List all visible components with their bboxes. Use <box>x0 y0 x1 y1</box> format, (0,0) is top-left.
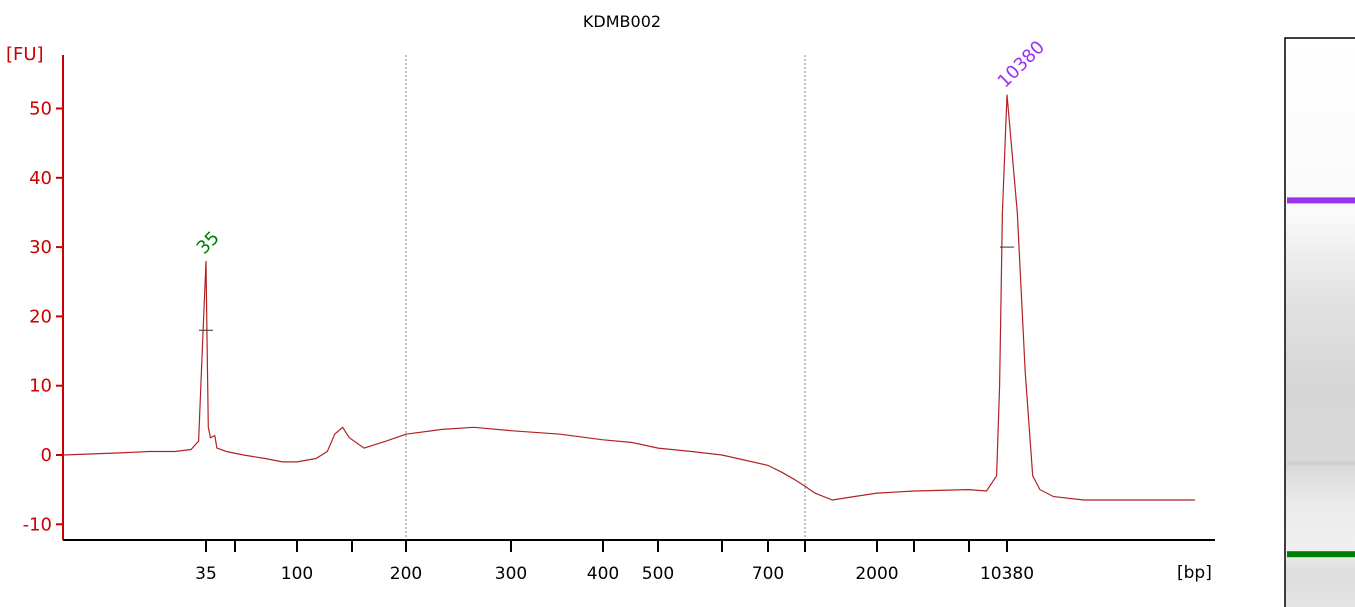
y-tick-label: 40 <box>29 168 52 189</box>
reference-lines <box>405 55 806 540</box>
gel-lane <box>1284 37 1355 607</box>
peak-labels: 35 10380 <box>193 37 1049 331</box>
x-tick-label: 300 <box>495 564 527 584</box>
y-ticks: -10 0 10 20 30 40 50 <box>23 99 63 535</box>
x-tick-label: 100 <box>281 564 313 584</box>
y-tick-label: -10 <box>23 514 52 535</box>
y-tick-label: 50 <box>29 99 52 120</box>
x-ticks: 35 100 200 300 400 500 700 2000 10380 <box>195 540 1034 584</box>
x-tick-label: 200 <box>390 564 422 584</box>
y-tick-label: 0 <box>41 445 52 466</box>
x-tick-label: 10380 <box>980 564 1034 584</box>
gel-upper-marker-band <box>1287 197 1355 204</box>
gel-band <box>1287 461 1355 466</box>
x-tick-label: 2000 <box>855 564 898 584</box>
peak-label: 35 <box>193 227 224 258</box>
x-tick-label: 35 <box>195 564 217 584</box>
series-line <box>62 94 1195 501</box>
x-axis-label: [bp] <box>1177 563 1212 583</box>
x-tick-label: 400 <box>587 564 619 584</box>
gel-frame <box>1284 37 1355 607</box>
chart-title: KDMB002 <box>583 12 661 31</box>
axes <box>62 55 1215 541</box>
y-tick-label: 10 <box>29 376 52 397</box>
y-tick-label: 20 <box>29 306 52 327</box>
y-axis-label: [FU] <box>6 44 44 65</box>
trace <box>62 94 1195 501</box>
peak-label: 10380 <box>994 37 1049 92</box>
gel-lower-marker-band <box>1287 551 1355 558</box>
x-tick-label: 500 <box>642 564 674 584</box>
y-tick-label: 30 <box>29 237 52 258</box>
x-tick-label: 700 <box>752 564 784 584</box>
